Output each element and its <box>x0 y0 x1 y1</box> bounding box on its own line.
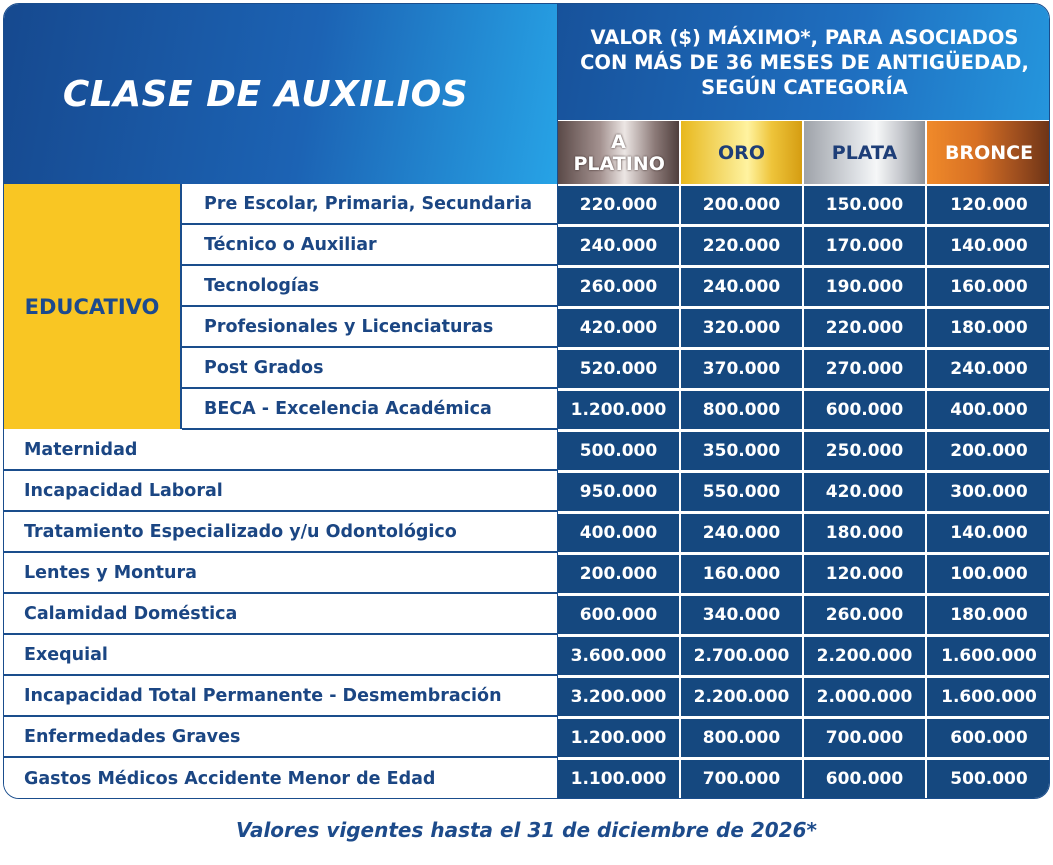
value-cell: 1.600.000 <box>927 678 1049 716</box>
column-divider <box>557 4 558 798</box>
value-cell: 2.200.000 <box>804 637 925 675</box>
value-cell: 350.000 <box>681 432 802 470</box>
value-cell: 100.000 <box>927 555 1049 593</box>
row-label: BECA - Excelencia Académica <box>182 389 557 430</box>
value-cell: 220.000 <box>558 186 679 224</box>
header-values-cell: VALOR ($) MÁXIMO*, PARA ASOCIADOS CON MÁ… <box>558 4 1049 120</box>
value-cell: 300.000 <box>927 473 1049 511</box>
value-cell: 160.000 <box>927 268 1049 306</box>
value-cell: 170.000 <box>804 227 925 265</box>
value-cell: 3.600.000 <box>558 637 679 675</box>
row-label: Enfermedades Graves <box>4 717 557 758</box>
category-oro-label: ORO <box>718 141 765 164</box>
row-label: Tratamiento Especializado y/u Odontológi… <box>4 512 557 553</box>
value-cell: 2.200.000 <box>681 678 802 716</box>
value-cell: 2.000.000 <box>804 678 925 716</box>
value-cell: 120.000 <box>927 186 1049 224</box>
row-label: Técnico o Auxiliar <box>182 225 557 266</box>
value-cell: 1.200.000 <box>558 391 679 429</box>
category-bronce-label: BRONCE <box>944 141 1034 164</box>
row-label: Exequial <box>4 635 557 676</box>
row-label: Lentes y Montura <box>4 553 557 594</box>
value-cell: 120.000 <box>804 555 925 593</box>
value-cell: 600.000 <box>558 596 679 634</box>
header-title-cell: CLASE DE AUXILIOS <box>4 4 557 184</box>
row-label: Post Grados <box>182 348 557 389</box>
value-cell: 140.000 <box>927 227 1049 265</box>
value-cell: 400.000 <box>558 514 679 552</box>
value-cell: 190.000 <box>804 268 925 306</box>
value-cell: 260.000 <box>558 268 679 306</box>
value-cell: 1.600.000 <box>927 637 1049 675</box>
value-cell: 260.000 <box>804 596 925 634</box>
value-cell: 2.700.000 <box>681 637 802 675</box>
auxilios-table: CLASE DE AUXILIOS VALOR ($) MÁXIMO*, PAR… <box>3 3 1050 799</box>
value-cell: 420.000 <box>804 473 925 511</box>
row-label: Tecnologías <box>182 266 557 307</box>
value-cell: 800.000 <box>681 719 802 757</box>
row-label: Pre Escolar, Primaria, Secundaria <box>182 184 557 225</box>
value-cell: 200.000 <box>927 432 1049 470</box>
value-cell: 700.000 <box>804 719 925 757</box>
category-platino-label: A PLATINO <box>573 130 665 175</box>
value-cell: 240.000 <box>927 350 1049 388</box>
value-cell: 700.000 <box>681 760 802 798</box>
value-cell: 600.000 <box>804 391 925 429</box>
value-cell: 220.000 <box>681 227 802 265</box>
value-cell: 270.000 <box>804 350 925 388</box>
category-bronce: BRONCE <box>927 121 1049 184</box>
value-cell: 240.000 <box>681 268 802 306</box>
row-label: Gastos Médicos Accidente Menor de Edad <box>4 758 557 798</box>
header-title: CLASE DE AUXILIOS <box>62 73 469 115</box>
value-cell: 140.000 <box>927 514 1049 552</box>
value-cell: 250.000 <box>804 432 925 470</box>
value-cell: 600.000 <box>804 760 925 798</box>
row-label: Incapacidad Total Permanente - Desmembra… <box>4 676 557 717</box>
value-cell: 220.000 <box>804 309 925 347</box>
value-cell: 200.000 <box>558 555 679 593</box>
value-cell: 180.000 <box>927 309 1049 347</box>
value-cell: 340.000 <box>681 596 802 634</box>
row-label: Maternidad <box>4 430 557 471</box>
value-cell: 550.000 <box>681 473 802 511</box>
value-cell: 160.000 <box>681 555 802 593</box>
value-cell: 600.000 <box>927 719 1049 757</box>
value-cell: 1.200.000 <box>558 719 679 757</box>
value-cell: 370.000 <box>681 350 802 388</box>
value-cell: 500.000 <box>558 432 679 470</box>
value-cell: 240.000 <box>558 227 679 265</box>
category-plata-label: PLATA <box>831 141 898 164</box>
category-platino: A PLATINO <box>558 121 679 184</box>
category-plata: PLATA <box>804 121 925 184</box>
value-cell: 500.000 <box>927 760 1049 798</box>
value-cell: 520.000 <box>558 350 679 388</box>
row-label: Profesionales y Licenciaturas <box>182 307 557 348</box>
value-cell: 1.100.000 <box>558 760 679 798</box>
value-cell: 180.000 <box>804 514 925 552</box>
value-cell: 180.000 <box>927 596 1049 634</box>
row-label: Incapacidad Laboral <box>4 471 557 512</box>
value-cell: 240.000 <box>681 514 802 552</box>
validity-note: Valores vigentes hasta el 31 de diciembr… <box>236 818 817 842</box>
value-cell: 420.000 <box>558 309 679 347</box>
header-values-title: VALOR ($) MÁXIMO*, PARA ASOCIADOS CON MÁ… <box>580 25 1029 99</box>
value-cell: 400.000 <box>927 391 1049 429</box>
row-label: Calamidad Doméstica <box>4 594 557 635</box>
category-oro: ORO <box>681 121 802 184</box>
value-cell: 950.000 <box>558 473 679 511</box>
value-cell: 200.000 <box>681 186 802 224</box>
value-cell: 320.000 <box>681 309 802 347</box>
educativo-label: EDUCATIVO <box>24 294 160 319</box>
value-cell: 150.000 <box>804 186 925 224</box>
value-cell: 800.000 <box>681 391 802 429</box>
educativo-group: EDUCATIVO <box>4 184 182 429</box>
value-cell: 3.200.000 <box>558 678 679 716</box>
